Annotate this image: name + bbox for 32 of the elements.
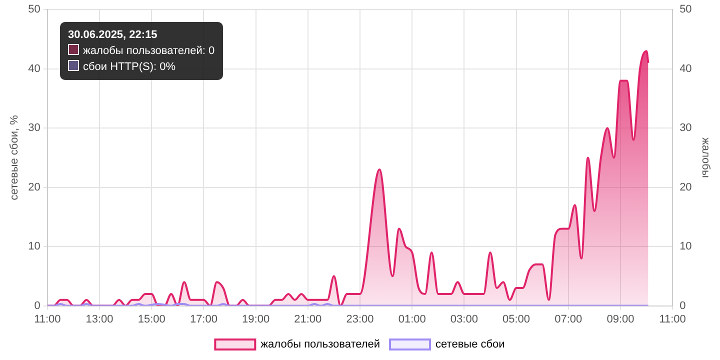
y-axis-title: сетевые сбои, % — [8, 114, 21, 200]
x-tick-label: 19:00 — [242, 313, 270, 326]
x-tick-label: 11:00 — [34, 313, 61, 326]
annotation: 30.06.2025, 22:15 — [68, 28, 158, 43]
annotation: сбои HTTP(S): 0% — [82, 60, 177, 75]
x-tick-label: 21:00 — [294, 313, 322, 326]
y2-tick-label: 40 — [680, 62, 692, 75]
y-tick-label: 10 — [28, 240, 40, 253]
x-tick-label: 15:00 — [138, 313, 166, 326]
x-tick-label: 09:00 — [606, 313, 634, 326]
x-tick-label: 05:00 — [502, 313, 530, 326]
y-tick-label: 40 — [28, 62, 40, 75]
y2-tick-label: 30 — [680, 122, 692, 134]
x-tick-label: 23:00 — [346, 313, 374, 326]
y2-tick-label: 10 — [680, 240, 692, 253]
annotation: жалобы пользователей: 0 — [82, 44, 215, 59]
y2-tick-label: 50 — [680, 4, 692, 16]
y2-axis-title: жалобы — [699, 138, 712, 178]
y2-tick-label: 0 — [680, 300, 686, 312]
x-tick-label: 11:00 — [659, 313, 686, 326]
legend-label: сетевые сбои — [436, 338, 505, 351]
x-tick-label: 03:00 — [450, 313, 478, 326]
x-tick-label: 01:00 — [398, 313, 426, 326]
x-tick-label: 07:00 — [554, 313, 582, 326]
x-tick-label: 13:00 — [86, 313, 114, 326]
legend-label: жалобы пользователей — [260, 338, 380, 351]
y2-tick-label: 20 — [680, 181, 692, 194]
y-tick-label: 30 — [28, 122, 40, 134]
y-tick-label: 50 — [28, 4, 40, 16]
x-tick-label: 17:00 — [190, 313, 218, 326]
y-tick-label: 0 — [34, 300, 40, 312]
y-tick-label: 20 — [28, 181, 40, 194]
